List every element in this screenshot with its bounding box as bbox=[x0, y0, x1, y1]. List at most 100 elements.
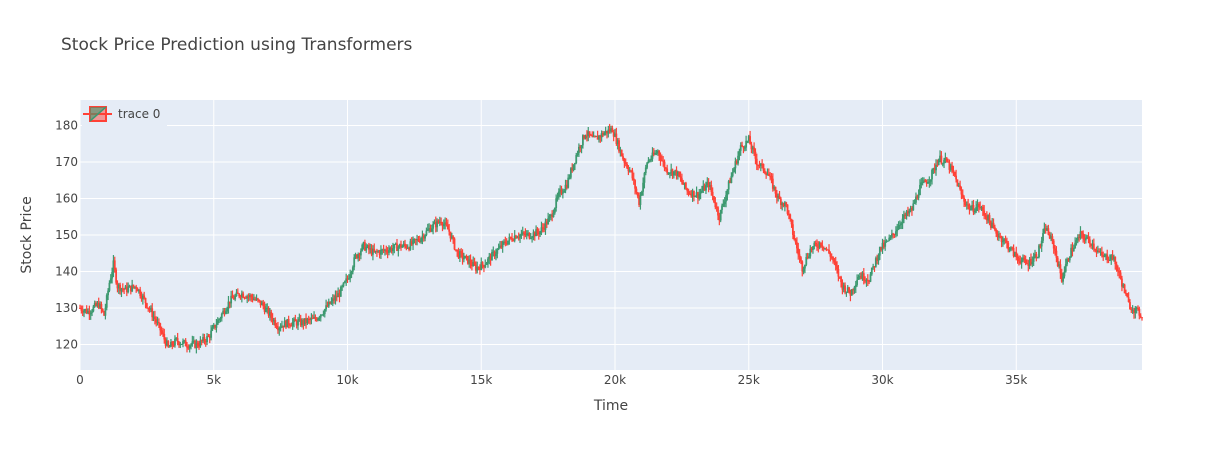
candle-body-increasing bbox=[495, 253, 497, 257]
candle-body-increasing bbox=[991, 222, 994, 228]
candle-body-increasing bbox=[318, 317, 321, 319]
candle-body-increasing bbox=[491, 252, 493, 261]
candle-body-increasing bbox=[1043, 228, 1046, 234]
candle-body-increasing bbox=[1014, 252, 1016, 257]
legend-label: trace 0 bbox=[118, 107, 160, 121]
candle-body-decreasing bbox=[80, 308, 83, 311]
candle-body-decreasing bbox=[963, 197, 966, 202]
candle-body-decreasing bbox=[154, 316, 156, 320]
candle-body-increasing bbox=[412, 239, 414, 245]
candle-body-increasing bbox=[321, 314, 323, 316]
candle-body-decreasing bbox=[1139, 315, 1142, 318]
candle-body-decreasing bbox=[258, 299, 261, 301]
candle-body-decreasing bbox=[277, 327, 279, 331]
candle-body-decreasing bbox=[779, 198, 782, 205]
candle-body-increasing bbox=[897, 225, 900, 230]
candle-body-decreasing bbox=[1018, 258, 1020, 262]
candle-body-increasing bbox=[516, 237, 519, 239]
candle-body-decreasing bbox=[151, 308, 154, 318]
candle-body-decreasing bbox=[445, 222, 448, 226]
candle-body-decreasing bbox=[873, 266, 876, 268]
candle-body-increasing bbox=[175, 338, 178, 340]
y-tick-label: 170 bbox=[55, 155, 78, 169]
candle-body-increasing bbox=[392, 248, 394, 252]
candle-body-increasing bbox=[668, 172, 671, 174]
candle-body-increasing bbox=[96, 303, 99, 306]
candle-body-increasing bbox=[380, 249, 382, 255]
candle-body-increasing bbox=[421, 235, 424, 239]
candle-body-decreasing bbox=[103, 311, 105, 316]
candle-body-decreasing bbox=[1098, 250, 1101, 253]
candle-body-decreasing bbox=[849, 292, 852, 296]
candle-body-decreasing bbox=[590, 134, 592, 136]
candle-body-increasing bbox=[1113, 256, 1115, 260]
candle-body-increasing bbox=[1063, 271, 1066, 277]
candle-body-increasing bbox=[252, 299, 255, 301]
candle-body-increasing bbox=[743, 147, 746, 149]
candle-body-increasing bbox=[444, 222, 447, 225]
candle-body-decreasing bbox=[163, 333, 166, 340]
candle-body-increasing bbox=[402, 243, 405, 247]
candle-body-increasing bbox=[937, 159, 940, 166]
legend-item-trace-0[interactable]: trace 0 bbox=[83, 106, 160, 122]
candle-body-decreasing bbox=[624, 162, 627, 164]
candle-body-increasing bbox=[655, 152, 658, 154]
candle-body-decreasing bbox=[243, 297, 246, 299]
candle-body-decreasing bbox=[422, 235, 425, 239]
candle-body-decreasing bbox=[454, 249, 457, 251]
candle-body-decreasing bbox=[186, 346, 188, 348]
candle-body-increasing bbox=[651, 152, 654, 159]
candle-body-increasing bbox=[199, 340, 202, 347]
candle-body-decreasing bbox=[635, 188, 638, 193]
candle-body-increasing bbox=[908, 210, 911, 214]
candle-body-decreasing bbox=[611, 128, 614, 133]
candle-body-increasing bbox=[676, 171, 679, 177]
candle-body-increasing bbox=[195, 342, 198, 348]
candle-body-increasing bbox=[351, 267, 354, 272]
candle-body-increasing bbox=[215, 324, 218, 328]
candle-body-increasing bbox=[595, 136, 598, 138]
candle-body-decreasing bbox=[749, 136, 752, 145]
candle-body-increasing bbox=[212, 324, 215, 328]
candle-body-increasing bbox=[1072, 247, 1075, 252]
candle-body-decreasing bbox=[615, 133, 618, 144]
candle-body-increasing bbox=[640, 191, 643, 196]
candle-body-decreasing bbox=[798, 254, 801, 258]
candle-body-increasing bbox=[1075, 240, 1078, 243]
legend[interactable]: trace 0 bbox=[82, 101, 167, 128]
candle-body-increasing bbox=[721, 205, 723, 210]
candle-body-decreasing bbox=[659, 155, 662, 161]
candle-body-increasing bbox=[644, 167, 647, 174]
candle-body-decreasing bbox=[1052, 240, 1055, 249]
candle-body-increasing bbox=[1020, 260, 1023, 264]
candlestick-series bbox=[79, 123, 1143, 354]
candle-body-decreasing bbox=[817, 246, 820, 248]
candle-body-increasing bbox=[210, 330, 212, 338]
candle-body-decreasing bbox=[254, 299, 257, 301]
candle-body-increasing bbox=[949, 165, 952, 170]
y-tick-label: 160 bbox=[55, 192, 78, 206]
candle-body-decreasing bbox=[1123, 284, 1126, 294]
candle-body-decreasing bbox=[985, 216, 988, 221]
candle-body-increasing bbox=[549, 214, 552, 217]
candle-body-increasing bbox=[556, 196, 559, 199]
candle-body-decreasing bbox=[187, 347, 190, 349]
candle-body-decreasing bbox=[223, 310, 226, 314]
candle-body-decreasing bbox=[204, 341, 207, 343]
candle-body-increasing bbox=[544, 221, 547, 230]
candle-body-decreasing bbox=[528, 232, 531, 239]
candle-body-decreasing bbox=[452, 236, 455, 239]
candle-body-decreasing bbox=[972, 205, 975, 213]
candle-body-increasing bbox=[1076, 237, 1079, 241]
candle-body-increasing bbox=[932, 168, 935, 171]
candle-body-decreasing bbox=[707, 182, 710, 187]
x-tick-label: 25k bbox=[738, 373, 760, 387]
candle-body-decreasing bbox=[793, 234, 796, 240]
candle-body-decreasing bbox=[236, 292, 239, 294]
candle-body-increasing bbox=[325, 305, 328, 310]
candle-body-decreasing bbox=[307, 319, 310, 321]
candle-body-decreasing bbox=[602, 133, 604, 136]
candle-body-increasing bbox=[108, 282, 111, 291]
candle-body-decreasing bbox=[289, 324, 291, 326]
